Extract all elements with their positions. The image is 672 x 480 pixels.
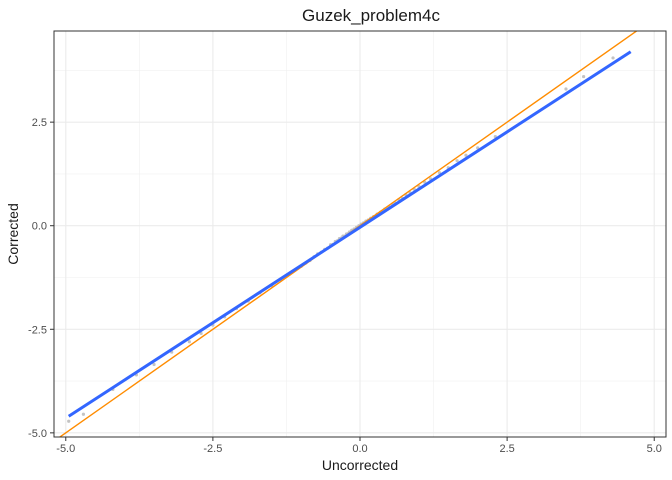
scatter-point bbox=[476, 146, 480, 150]
scatter-point bbox=[564, 87, 568, 91]
y-tick-label: 0.0 bbox=[32, 221, 47, 233]
scatter-point bbox=[611, 56, 615, 60]
scatter-point bbox=[455, 159, 459, 163]
y-axis-title: Corrected bbox=[5, 203, 21, 264]
x-axis-title: Uncorrected bbox=[322, 457, 398, 473]
scatter-point bbox=[81, 412, 86, 416]
scatter-point bbox=[464, 153, 468, 157]
scatter-point bbox=[152, 362, 156, 367]
scatter-point bbox=[67, 419, 71, 423]
x-tick-label: -2.5 bbox=[203, 443, 222, 455]
y-tick-label: 2.5 bbox=[32, 117, 47, 129]
x-tick-label: -5.0 bbox=[56, 443, 75, 455]
grid bbox=[54, 31, 666, 437]
axis-ticks: -5.0 -2.5 0.0 2.5 5.0 -5.0 -2.5 0.0 2.5 bbox=[28, 117, 662, 455]
y-tick-label: -2.5 bbox=[28, 324, 47, 336]
x-tick-label: 2.5 bbox=[499, 443, 514, 455]
y-tick-label: -5.0 bbox=[28, 428, 47, 440]
x-tick-label: 5.0 bbox=[647, 443, 662, 455]
reference-lines bbox=[58, 31, 638, 437]
scatter-point bbox=[582, 74, 586, 79]
scatter-point bbox=[187, 340, 191, 344]
fit-line bbox=[67, 50, 632, 418]
chart-title: Guzek_problem4c bbox=[302, 6, 440, 25]
x-tick-label: 0.0 bbox=[352, 443, 367, 455]
